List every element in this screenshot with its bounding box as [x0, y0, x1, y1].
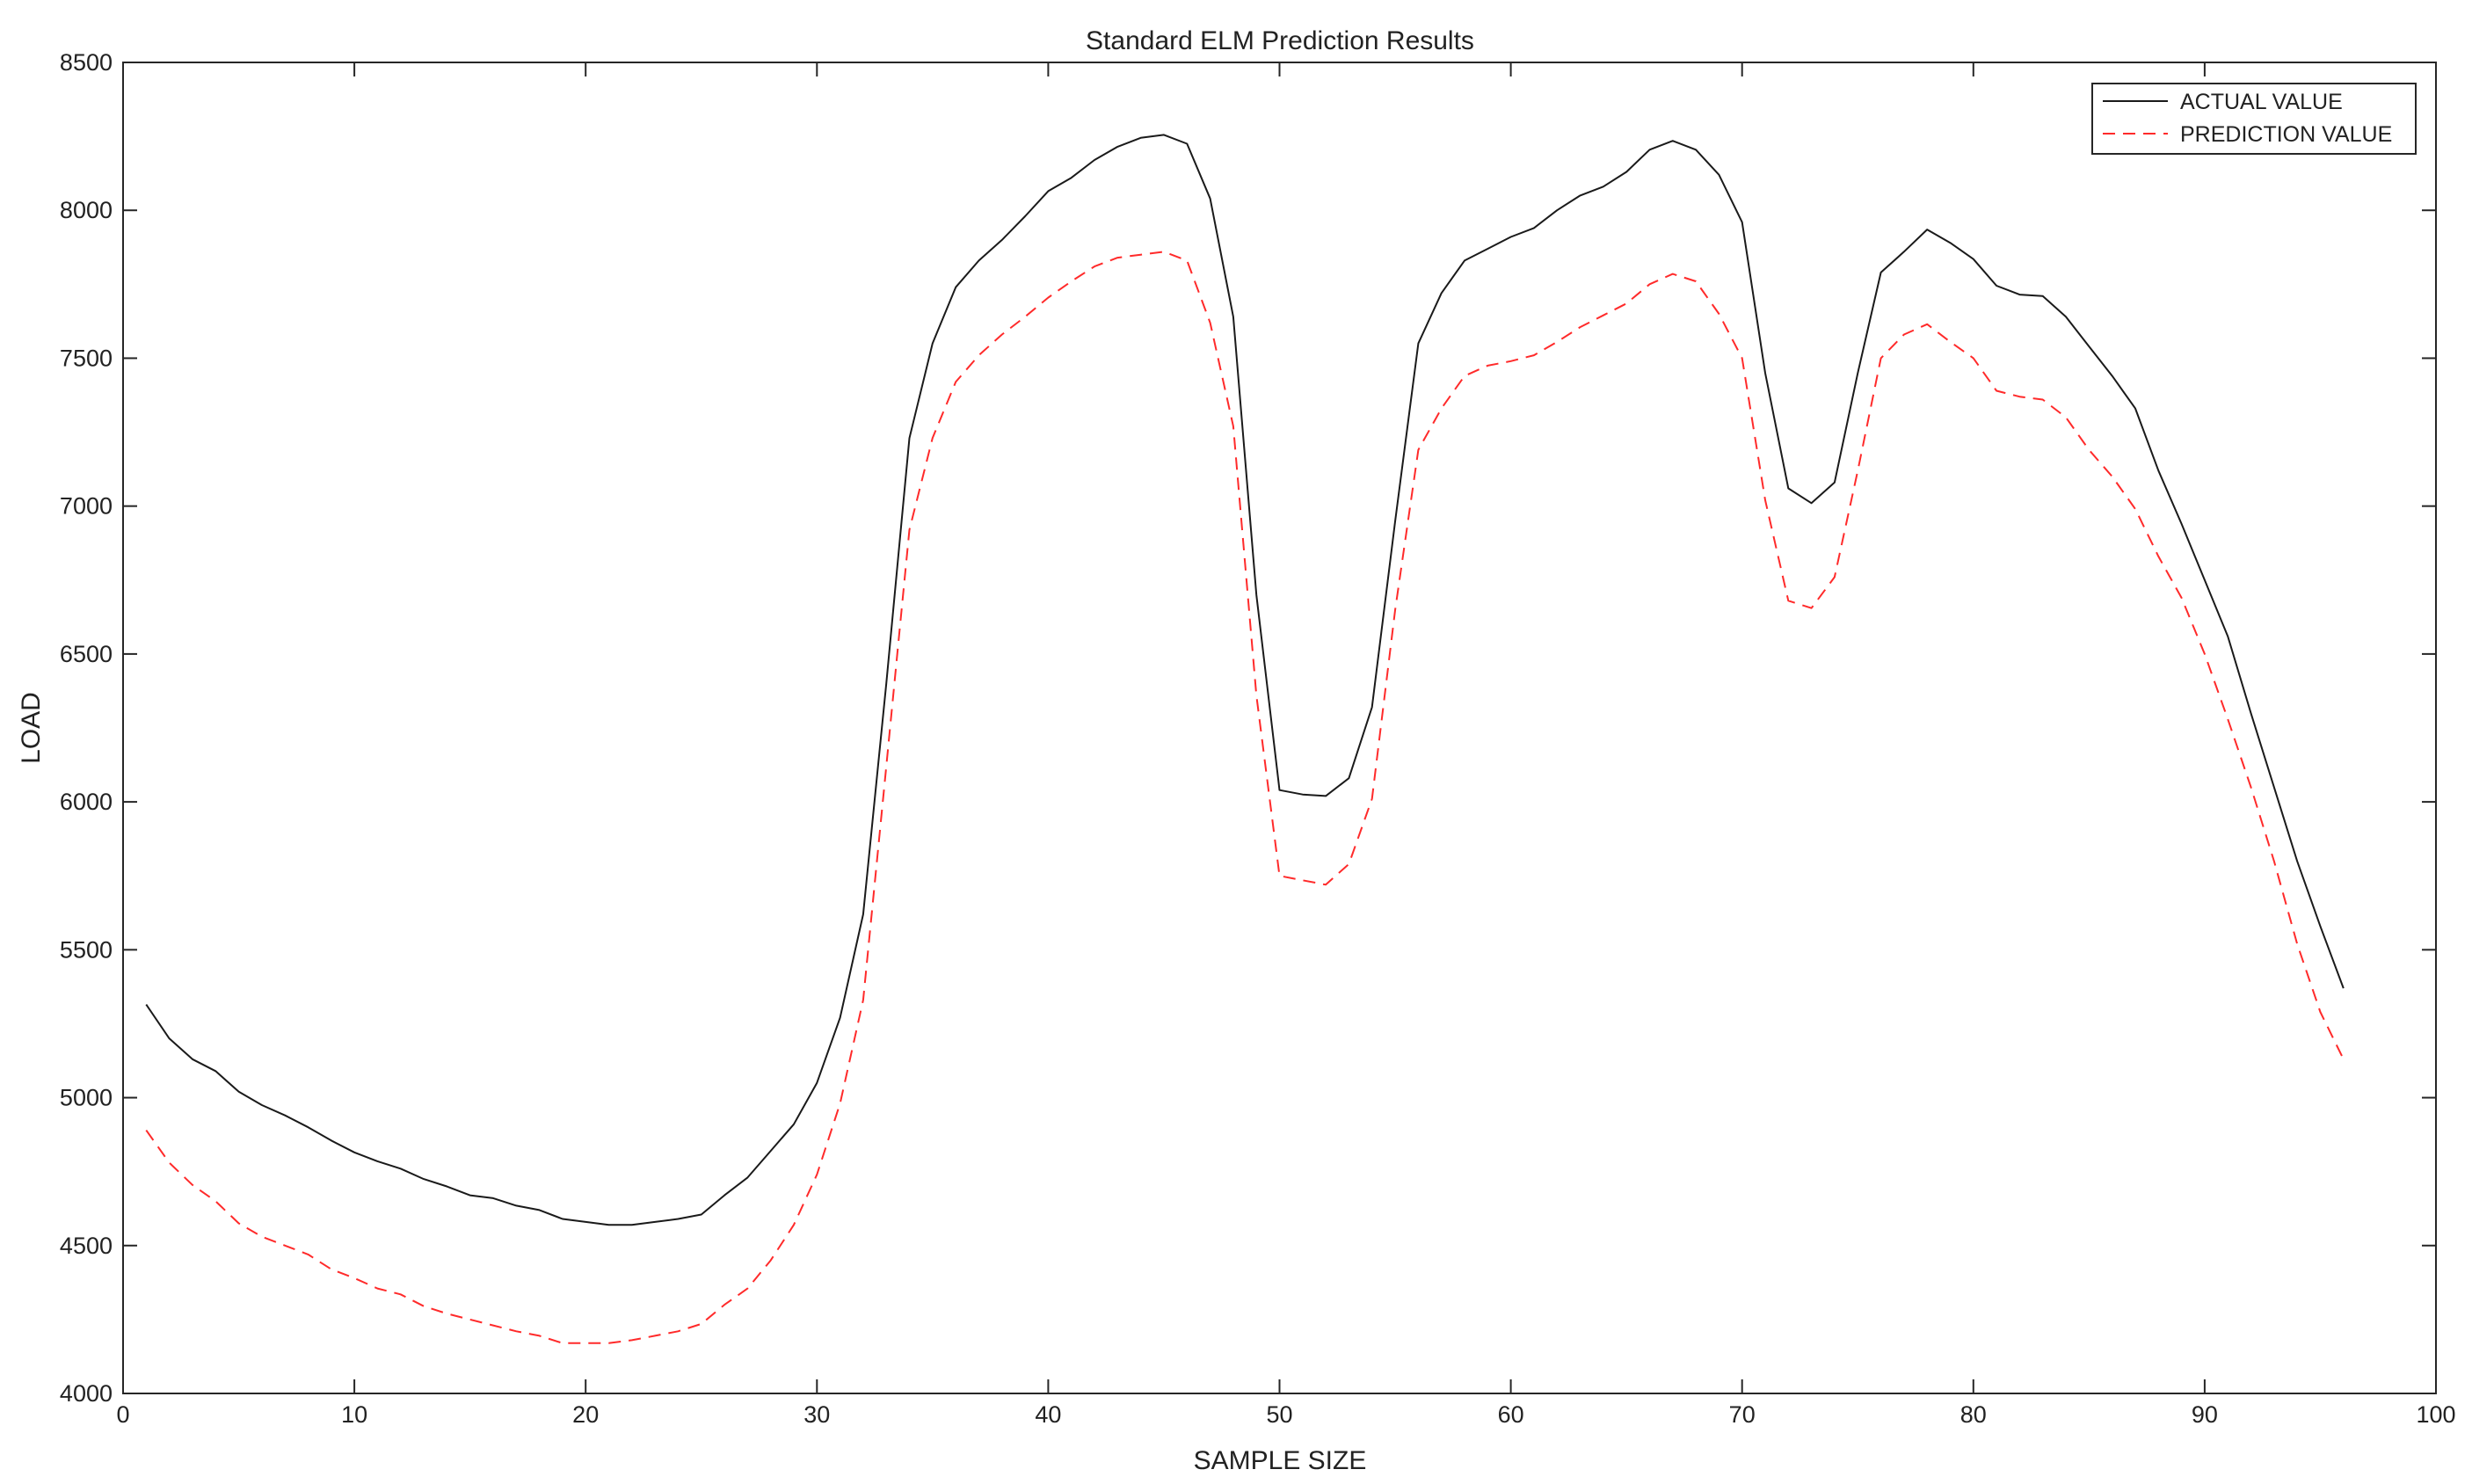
chart-title: Standard ELM Prediction Results: [1086, 26, 1474, 55]
legend-box: [2091, 83, 2417, 155]
x-axis-label: SAMPLE SIZE: [1194, 1446, 1367, 1475]
y-tick-label: 4500: [60, 1233, 113, 1259]
x-tick-label: 20: [572, 1401, 599, 1428]
x-tick-label: 80: [1960, 1401, 1987, 1428]
y-tick-label: 6500: [60, 641, 113, 667]
x-tick-label: 100: [2416, 1401, 2455, 1428]
y-tick-label: 7000: [60, 493, 113, 520]
y-tick-label: 6000: [60, 789, 113, 815]
y-axis: 4000 4500 5000 5500 6000 6500 7000 7500 8000 8500: [60, 49, 2436, 1407]
y-tick-label: 5500: [60, 936, 113, 963]
series-line-actual: [145, 134, 2345, 1226]
series-layer: [145, 134, 2345, 1344]
x-tick-label: 30: [803, 1401, 830, 1428]
y-tick-label: 4000: [60, 1380, 113, 1407]
x-tick-label: 50: [1266, 1401, 1292, 1428]
plot-frame: [122, 62, 2437, 1394]
y-tick-label: 8500: [60, 49, 113, 76]
x-tick-label: 40: [1035, 1401, 1061, 1428]
legend-label-prediction: PREDICTION VALUE: [2180, 122, 2392, 147]
x-tick-label: 70: [1729, 1401, 1756, 1428]
series-line-prediction: [145, 251, 2345, 1344]
y-tick-label: 5000: [60, 1085, 113, 1111]
legend: ACTUAL VALUE PREDICTION VALUE: [2091, 83, 2417, 155]
x-tick-label: 90: [2192, 1401, 2218, 1428]
y-axis-label: LOAD: [17, 692, 46, 764]
y-tick-label: 7500: [60, 345, 113, 371]
x-tick-label: 60: [1498, 1401, 1524, 1428]
x-tick-label: 0: [116, 1401, 129, 1428]
y-tick-label: 8000: [60, 197, 113, 223]
x-tick-label: 10: [341, 1401, 367, 1428]
legend-label-actual: ACTUAL VALUE: [2180, 90, 2343, 114]
x-axis: 0 10 20 30 40 50 60 70 80 90 100: [116, 62, 2456, 1428]
